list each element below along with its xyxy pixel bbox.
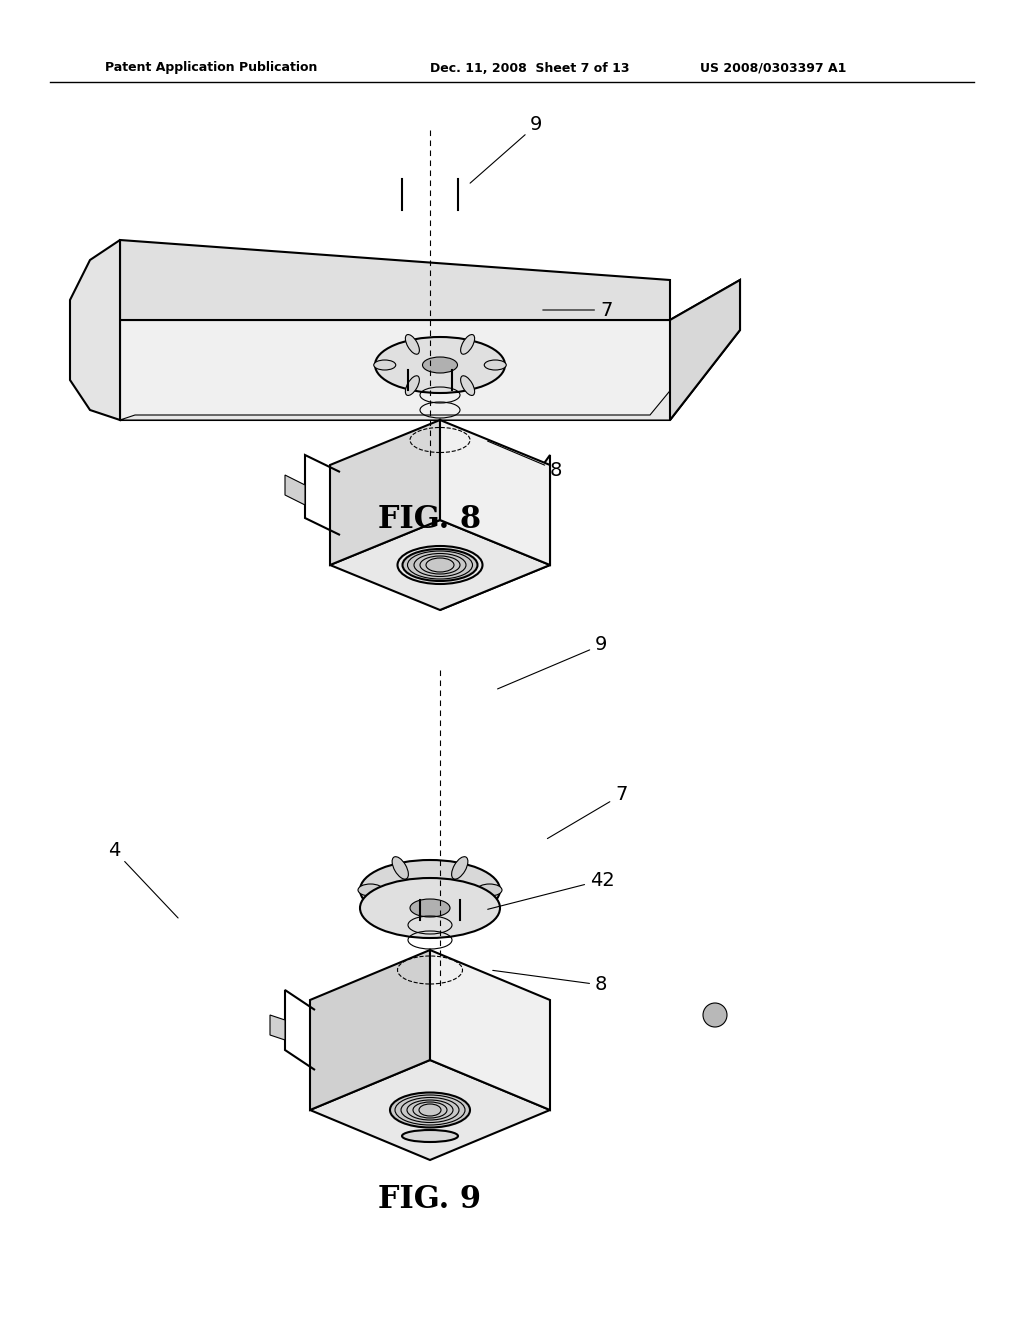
Ellipse shape — [375, 337, 505, 393]
Text: 8: 8 — [493, 970, 607, 994]
Text: FIG. 8: FIG. 8 — [379, 504, 481, 536]
Ellipse shape — [374, 360, 395, 370]
Polygon shape — [430, 950, 550, 1110]
Text: 9: 9 — [470, 116, 543, 183]
Ellipse shape — [423, 356, 458, 374]
Polygon shape — [285, 475, 305, 506]
Circle shape — [703, 1003, 727, 1027]
Text: US 2008/0303397 A1: US 2008/0303397 A1 — [700, 62, 847, 74]
Ellipse shape — [406, 376, 420, 396]
Polygon shape — [120, 330, 740, 420]
Ellipse shape — [477, 884, 502, 896]
Polygon shape — [70, 240, 120, 420]
Polygon shape — [330, 520, 550, 610]
Text: 9: 9 — [498, 635, 607, 689]
Polygon shape — [310, 950, 430, 1110]
Ellipse shape — [360, 878, 500, 939]
Polygon shape — [310, 1060, 550, 1160]
Text: Dec. 11, 2008  Sheet 7 of 13: Dec. 11, 2008 Sheet 7 of 13 — [430, 62, 630, 74]
Polygon shape — [440, 455, 550, 610]
Ellipse shape — [402, 549, 477, 581]
Ellipse shape — [452, 900, 468, 923]
Ellipse shape — [392, 857, 409, 879]
Text: 42: 42 — [487, 870, 614, 909]
Ellipse shape — [358, 884, 383, 896]
Ellipse shape — [461, 376, 475, 396]
Ellipse shape — [410, 899, 450, 917]
Ellipse shape — [406, 334, 420, 354]
Polygon shape — [670, 280, 740, 420]
Polygon shape — [330, 420, 440, 565]
Polygon shape — [270, 1015, 285, 1040]
Polygon shape — [120, 240, 670, 319]
Ellipse shape — [452, 857, 468, 879]
Text: 4: 4 — [108, 841, 178, 917]
Ellipse shape — [360, 861, 500, 920]
Ellipse shape — [390, 1093, 470, 1127]
Polygon shape — [120, 280, 740, 420]
Text: 7: 7 — [548, 785, 628, 838]
Ellipse shape — [392, 900, 409, 923]
Text: Patent Application Publication: Patent Application Publication — [105, 62, 317, 74]
Text: FIG. 9: FIG. 9 — [379, 1184, 481, 1216]
Text: 8: 8 — [487, 441, 562, 479]
Polygon shape — [440, 420, 550, 565]
Text: 7: 7 — [543, 301, 612, 319]
Ellipse shape — [402, 1130, 458, 1142]
Ellipse shape — [461, 334, 475, 354]
Ellipse shape — [484, 360, 506, 370]
